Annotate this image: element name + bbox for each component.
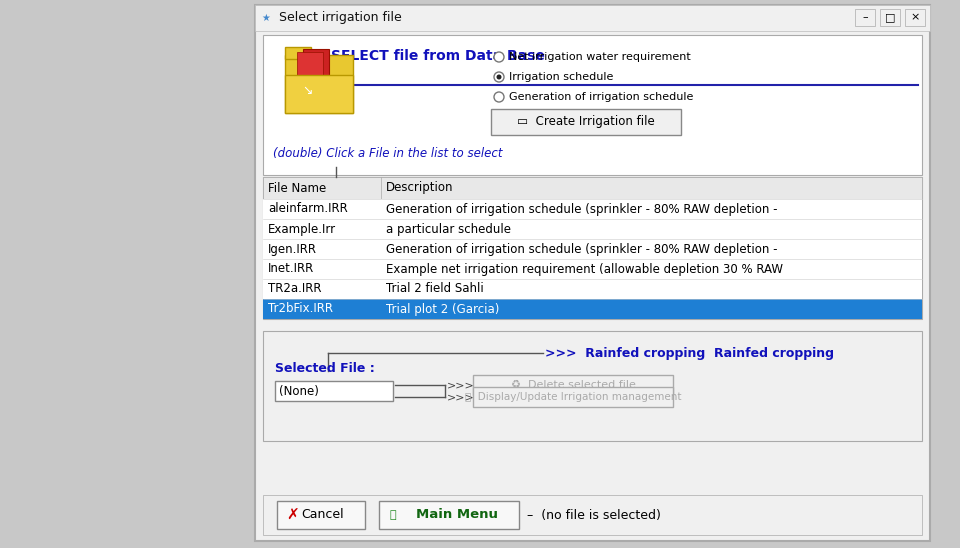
Bar [263, 177, 922, 199]
Text: File Name: File Name [268, 181, 326, 195]
Text: Trial 2 field Sahli: Trial 2 field Sahli [386, 283, 484, 295]
Bar [285, 75, 353, 113]
Bar [263, 177, 922, 319]
Text: ⛶  Display/Update Irrigation management: ⛶ Display/Update Irrigation management [465, 392, 682, 402]
Text: Trial plot 2 (Garcia): Trial plot 2 (Garcia) [386, 302, 499, 316]
Text: Inet.IRR: Inet.IRR [268, 262, 314, 276]
Text: ✗: ✗ [286, 507, 299, 522]
Circle shape [496, 75, 501, 79]
Text: Tr2bFix.IRR: Tr2bFix.IRR [268, 302, 333, 316]
Bar [263, 279, 922, 299]
Bar [880, 9, 900, 26]
Text: aleinfarm.IRR: aleinfarm.IRR [268, 203, 348, 215]
Text: ↘: ↘ [301, 84, 312, 98]
Text: □: □ [885, 12, 896, 22]
Text: Main Menu: Main Menu [416, 509, 498, 522]
Text: Select irrigation file: Select irrigation file [279, 12, 401, 25]
Bar [263, 259, 922, 279]
Circle shape [494, 92, 504, 102]
Text: Example net irrigation requirement (allowable depletion 30 % RAW: Example net irrigation requirement (allo… [386, 262, 783, 276]
Text: Cancel: Cancel [301, 509, 344, 522]
Text: TR2a.IRR: TR2a.IRR [268, 283, 322, 295]
Bar [263, 219, 922, 239]
Bar [285, 55, 353, 113]
Bar [379, 501, 519, 529]
Bar [303, 49, 329, 105]
Bar [255, 5, 930, 541]
Text: (None): (None) [279, 385, 319, 397]
Bar [855, 9, 875, 26]
Bar [263, 239, 922, 259]
Text: –: – [862, 12, 868, 22]
Bar [263, 495, 922, 535]
Bar [905, 9, 925, 26]
Text: ×: × [910, 12, 920, 22]
Circle shape [494, 72, 504, 82]
Bar [491, 109, 681, 135]
Circle shape [494, 52, 504, 62]
Text: ★: ★ [261, 13, 270, 23]
Bar [277, 501, 365, 529]
Bar [473, 375, 673, 395]
Text: a particular schedule: a particular schedule [386, 222, 511, 236]
Text: Generation of irrigation schedule: Generation of irrigation schedule [509, 92, 693, 102]
Text: SELECT file from Data Base: SELECT file from Data Base [331, 49, 545, 63]
Bar [263, 199, 922, 219]
Text: Selected File :: Selected File : [275, 362, 374, 375]
Text: >>>: >>> [447, 392, 475, 402]
Text: ▭  Create Irrigation file: ▭ Create Irrigation file [517, 116, 655, 128]
Bar [297, 52, 323, 108]
Text: –  (no file is selected): – (no file is selected) [527, 509, 660, 522]
Bar [263, 331, 922, 441]
Text: Igen.IRR: Igen.IRR [268, 243, 317, 255]
Text: (double) Click a File in the list to select: (double) Click a File in the list to sel… [273, 146, 502, 159]
Bar [255, 5, 930, 31]
Bar [263, 299, 922, 319]
Bar [263, 35, 922, 175]
Text: >>>  Rainfed cropping  Rainfed cropping: >>> Rainfed cropping Rainfed cropping [545, 346, 834, 359]
Text: 📥: 📥 [389, 510, 396, 520]
Text: Net irrigation water requirement: Net irrigation water requirement [509, 52, 691, 62]
Text: Description: Description [386, 181, 453, 195]
Text: Example.Irr: Example.Irr [268, 222, 336, 236]
Text: ♻  Delete selected file: ♻ Delete selected file [511, 380, 636, 390]
Bar [285, 47, 311, 59]
Bar [275, 381, 393, 401]
Text: >>>: >>> [447, 380, 475, 390]
Text: Generation of irrigation schedule (sprinkler - 80% RAW depletion -: Generation of irrigation schedule (sprin… [386, 203, 778, 215]
Bar [473, 387, 673, 407]
Text: Irrigation schedule: Irrigation schedule [509, 72, 613, 82]
Text: Generation of irrigation schedule (sprinkler - 80% RAW depletion -: Generation of irrigation schedule (sprin… [386, 243, 778, 255]
